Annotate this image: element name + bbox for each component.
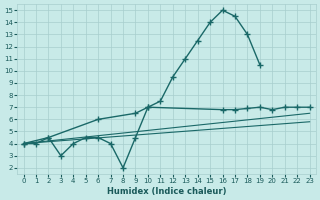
X-axis label: Humidex (Indice chaleur): Humidex (Indice chaleur) [107,187,226,196]
